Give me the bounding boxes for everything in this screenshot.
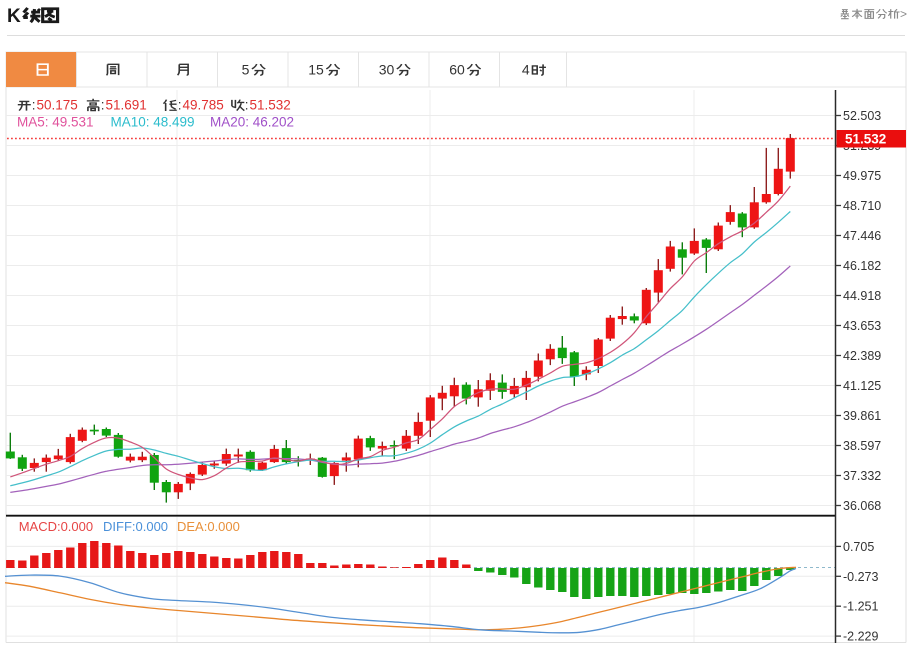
svg-text::: : bbox=[245, 98, 249, 113]
svg-text:-0.273: -0.273 bbox=[843, 570, 878, 584]
svg-text:39.861: 39.861 bbox=[843, 409, 881, 423]
svg-text:5: 5 bbox=[242, 62, 250, 78]
svg-text:41.125: 41.125 bbox=[843, 379, 881, 393]
svg-text:K: K bbox=[7, 6, 21, 27]
svg-text:46.182: 46.182 bbox=[843, 259, 881, 273]
svg-text:-2.229: -2.229 bbox=[843, 630, 878, 644]
svg-text:MACD:0.000: MACD:0.000 bbox=[19, 519, 93, 534]
svg-text:48.710: 48.710 bbox=[843, 199, 881, 213]
svg-text:51.691: 51.691 bbox=[106, 98, 147, 113]
svg-text:MA10: 48.499: MA10: 48.499 bbox=[111, 115, 195, 130]
svg-text:-1.251: -1.251 bbox=[843, 600, 878, 614]
svg-text:42.389: 42.389 bbox=[843, 349, 881, 363]
svg-text:43.653: 43.653 bbox=[843, 319, 881, 333]
svg-text:44.918: 44.918 bbox=[843, 289, 881, 303]
svg-text:MA5: 49.531: MA5: 49.531 bbox=[17, 115, 94, 130]
svg-text:52.503: 52.503 bbox=[843, 109, 881, 123]
svg-text::: : bbox=[178, 98, 182, 113]
svg-text:15: 15 bbox=[308, 62, 324, 78]
svg-text:38.597: 38.597 bbox=[843, 439, 881, 453]
svg-text:49.785: 49.785 bbox=[183, 98, 224, 113]
svg-text:37.332: 37.332 bbox=[843, 469, 881, 483]
svg-text:DEA:0.000: DEA:0.000 bbox=[177, 519, 240, 534]
svg-text::: : bbox=[32, 98, 36, 113]
svg-text::: : bbox=[101, 98, 105, 113]
svg-text:MA20: 46.202: MA20: 46.202 bbox=[210, 115, 294, 130]
svg-text:51.532: 51.532 bbox=[250, 98, 291, 113]
svg-text:36.068: 36.068 bbox=[843, 499, 881, 513]
svg-text:30: 30 bbox=[379, 62, 395, 78]
svg-text:51.532: 51.532 bbox=[845, 132, 886, 147]
svg-text:4: 4 bbox=[522, 62, 530, 78]
svg-text:0.705: 0.705 bbox=[843, 540, 874, 554]
svg-text:DIFF:0.000: DIFF:0.000 bbox=[103, 519, 168, 534]
svg-text:>: > bbox=[900, 7, 907, 21]
svg-text:50.175: 50.175 bbox=[37, 98, 78, 113]
svg-text:49.975: 49.975 bbox=[843, 169, 881, 183]
svg-text:47.446: 47.446 bbox=[843, 229, 881, 243]
svg-text:60: 60 bbox=[449, 62, 465, 78]
